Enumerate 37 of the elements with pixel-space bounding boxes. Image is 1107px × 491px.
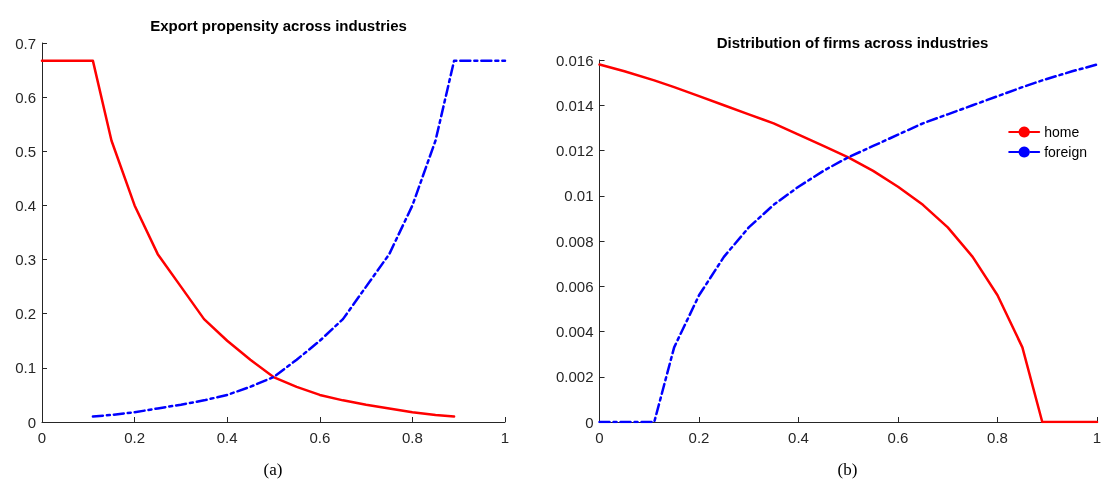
legend-label: home — [1044, 124, 1080, 140]
x-tick-label: 0.8 — [987, 429, 1008, 446]
line-series — [91, 59, 507, 418]
y-tick-label: 0 — [27, 413, 36, 431]
x-tick-label: 0.8 — [401, 429, 423, 446]
y-tick-label: 0.01 — [564, 187, 594, 205]
y-tick-label: 0.008 — [555, 232, 594, 250]
x-tick-label: 1 — [500, 429, 510, 446]
y-tick-label: 0 — [585, 413, 594, 431]
text: (b) — [837, 460, 858, 479]
x-tick-label: 0.6 — [309, 429, 331, 446]
y-tick-label: 0.5 — [15, 142, 36, 160]
x-tick-label: 1 — [1092, 429, 1102, 446]
legend-label: foreign — [1044, 144, 1088, 160]
y-tick-label: 0.002 — [555, 368, 594, 386]
x-tick-label: 0.2 — [124, 429, 146, 446]
y-tick-label: 0.3 — [15, 251, 36, 269]
y-tick-label: 0.012 — [555, 142, 594, 159]
text: (a) — [263, 460, 283, 479]
y-tick-label: 0.2 — [15, 305, 36, 323]
x-tick-label: 0.4 — [788, 429, 809, 446]
y-tick-label: 0.6 — [15, 88, 36, 106]
x-tick-label: 0 — [37, 429, 47, 446]
line-series — [40, 59, 456, 418]
line-series — [598, 63, 1099, 424]
x-tick-label: 0.2 — [688, 429, 710, 446]
x-tick-label: 0.6 — [887, 429, 909, 446]
y-tick-label: 0.4 — [15, 196, 36, 214]
chart-title: Distribution of firms across industries — [716, 34, 989, 51]
y-tick-label: 0.004 — [555, 323, 594, 340]
y-tick-label: 0.7 — [15, 34, 36, 52]
chart-title: Export propensity across industries — [150, 17, 407, 34]
y-tick-label: 0.016 — [555, 51, 594, 69]
y-tick-label: 0.014 — [555, 96, 594, 114]
y-tick-label: 0.006 — [555, 277, 594, 295]
y-tick-label: 0.1 — [15, 359, 36, 377]
x-tick-label: 0.4 — [216, 429, 238, 446]
